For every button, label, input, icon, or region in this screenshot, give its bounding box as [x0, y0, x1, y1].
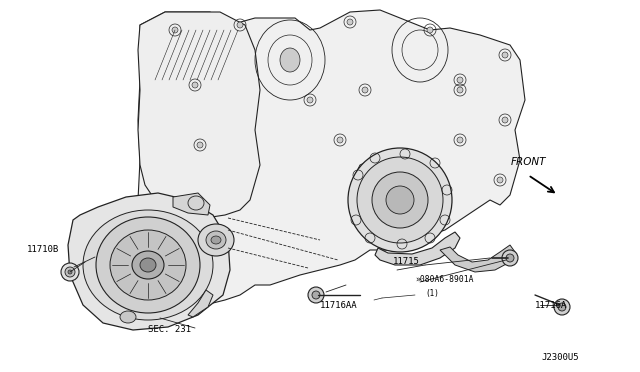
Ellipse shape	[83, 210, 213, 320]
Ellipse shape	[457, 137, 463, 143]
Ellipse shape	[192, 197, 198, 203]
Text: 11710B: 11710B	[27, 245, 60, 254]
Ellipse shape	[192, 82, 198, 88]
Ellipse shape	[172, 27, 178, 33]
Ellipse shape	[308, 287, 324, 303]
Ellipse shape	[65, 267, 75, 277]
Ellipse shape	[68, 270, 72, 274]
Ellipse shape	[132, 251, 164, 279]
Ellipse shape	[506, 254, 514, 262]
Ellipse shape	[457, 87, 463, 93]
Text: SEC. 231: SEC. 231	[148, 325, 191, 334]
Ellipse shape	[120, 311, 136, 323]
Ellipse shape	[307, 97, 313, 103]
Text: J2300U5: J2300U5	[541, 353, 579, 362]
Ellipse shape	[312, 291, 320, 299]
Polygon shape	[68, 193, 230, 330]
Ellipse shape	[280, 48, 300, 72]
Polygon shape	[138, 10, 525, 305]
Ellipse shape	[502, 117, 508, 123]
Ellipse shape	[197, 142, 203, 148]
Ellipse shape	[110, 230, 186, 300]
Polygon shape	[138, 12, 260, 218]
Ellipse shape	[237, 22, 243, 28]
Ellipse shape	[502, 52, 508, 58]
Ellipse shape	[502, 250, 518, 266]
Polygon shape	[188, 290, 213, 317]
Ellipse shape	[372, 172, 428, 228]
Ellipse shape	[457, 77, 463, 83]
Ellipse shape	[554, 299, 570, 315]
Polygon shape	[353, 155, 448, 243]
Ellipse shape	[198, 224, 234, 256]
Ellipse shape	[337, 137, 343, 143]
Text: »080A6-8901A: »080A6-8901A	[415, 275, 474, 284]
Text: FRONT: FRONT	[511, 157, 547, 167]
Ellipse shape	[348, 148, 452, 252]
Polygon shape	[173, 193, 210, 215]
Ellipse shape	[61, 263, 79, 281]
Polygon shape	[375, 232, 460, 265]
Text: (1): (1)	[425, 289, 439, 298]
Text: 11716A: 11716A	[535, 301, 567, 310]
Ellipse shape	[497, 177, 503, 183]
Text: 11716AA: 11716AA	[320, 301, 358, 310]
Ellipse shape	[206, 231, 226, 249]
Ellipse shape	[96, 217, 200, 313]
Ellipse shape	[386, 186, 414, 214]
Ellipse shape	[362, 87, 368, 93]
Ellipse shape	[211, 236, 221, 244]
Ellipse shape	[558, 303, 566, 311]
Ellipse shape	[347, 19, 353, 25]
Ellipse shape	[140, 258, 156, 272]
Ellipse shape	[427, 27, 433, 33]
Ellipse shape	[357, 157, 443, 243]
Text: 11715: 11715	[393, 257, 420, 266]
Polygon shape	[440, 245, 515, 272]
